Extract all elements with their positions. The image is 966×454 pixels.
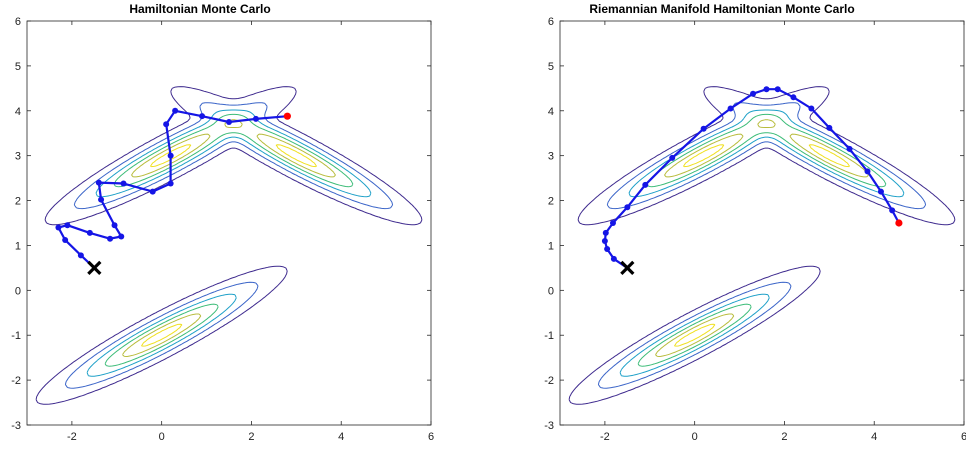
- trajectory-point: [77, 252, 84, 259]
- trajectory-point: [864, 168, 871, 175]
- trajectory-point: [826, 124, 833, 131]
- trajectory-point: [727, 105, 734, 112]
- y-tick-label: 3: [548, 151, 554, 163]
- chart-title-hmc: Hamiltonian Monte Carlo: [129, 2, 270, 16]
- trajectory-line: [603, 88, 900, 269]
- y-tick-label: -3: [11, 420, 21, 432]
- trajectory-end-point: [895, 219, 903, 227]
- trajectory-point: [877, 188, 884, 195]
- trajectory-point: [808, 105, 815, 112]
- panel-hmc: Hamiltonian Monte Carlo -2 0 2 4 6 -3 -2 -1 0 1 2 3…: [11, 2, 434, 443]
- x-tick-label: 6: [961, 431, 966, 443]
- trajectory-point: [107, 235, 114, 242]
- axes-box: [26, 20, 432, 426]
- contour-level-3: [86, 109, 372, 377]
- y-tick-label: -1: [11, 330, 21, 342]
- trajectory-point: [610, 255, 617, 262]
- trajectory-point: [118, 233, 125, 240]
- x-tick-label: 6: [428, 431, 434, 443]
- y-tick-label: 2: [15, 196, 21, 208]
- contour-level-1: [35, 86, 423, 405]
- trajectory-point: [604, 246, 611, 253]
- start-marker: [620, 260, 635, 276]
- trajectory-point: [55, 224, 62, 231]
- trajectory-point: [846, 145, 853, 152]
- trajectory-point: [149, 188, 156, 195]
- y-tick-label: -3: [544, 420, 554, 432]
- contour-level-1: [568, 86, 956, 405]
- contour-group: [568, 86, 956, 405]
- trajectory-point: [62, 237, 69, 244]
- start-marker: [87, 260, 102, 276]
- trajectory-point: [199, 113, 206, 120]
- trajectory-point: [64, 222, 71, 229]
- y-tick-label: -2: [544, 375, 554, 387]
- trajectory-point: [86, 229, 93, 236]
- contour-level-2: [597, 102, 927, 389]
- y-tick-label: 6: [548, 16, 554, 28]
- x-tick-label: 4: [338, 431, 344, 443]
- trajectory-point: [602, 229, 609, 236]
- x-tick-label: 4: [871, 431, 877, 443]
- trajectory-point: [669, 154, 676, 161]
- trajectory-point: [700, 125, 707, 132]
- x-tick-label: -2: [600, 431, 610, 443]
- trajectory-point: [774, 86, 781, 93]
- axes-box: [559, 20, 965, 426]
- chart-title-rmhmc: Riemannian Manifold Hamiltonian Monte Ca…: [589, 2, 854, 16]
- panel-rmhmc: Riemannian Manifold Hamiltonian Monte Ca…: [544, 2, 966, 443]
- contour-group: [35, 86, 423, 405]
- x-tick-label: 2: [248, 431, 254, 443]
- y-tick-label: -2: [11, 375, 21, 387]
- y-tick-label: 1: [548, 240, 554, 252]
- contour-level-5: [122, 119, 336, 357]
- trajectory-point: [120, 180, 127, 187]
- trajectory-point: [889, 207, 896, 214]
- y-tick-label: 2: [548, 196, 554, 208]
- contour-level-6: [674, 144, 850, 347]
- y-tick-label: 5: [15, 61, 21, 73]
- trajectory-point: [609, 220, 616, 226]
- y-tick-label: -1: [544, 330, 554, 342]
- y-tick-label: 3: [15, 151, 21, 163]
- y-tick-label: 6: [15, 16, 21, 28]
- trajectory-point: [763, 86, 770, 93]
- contour-level-4: [104, 113, 354, 367]
- y-tick-label: 5: [548, 61, 554, 73]
- y-tick-label: 0: [548, 285, 554, 297]
- contour-level-3: [619, 109, 905, 377]
- trajectory-point: [167, 180, 174, 187]
- y-tick-label: 1: [15, 240, 21, 252]
- trajectory-point: [95, 179, 102, 186]
- trajectory-point: [252, 115, 259, 122]
- x-tick-label: 0: [692, 431, 698, 443]
- contour-level-6: [141, 144, 317, 347]
- trajectory-point: [790, 94, 797, 101]
- y-tick-label: 0: [15, 285, 21, 297]
- trajectory-end-point: [283, 112, 291, 120]
- contour-level-5: [655, 119, 869, 357]
- y-tick-label: 4: [15, 106, 21, 118]
- trajectory-point: [624, 204, 631, 211]
- trajectory-point: [226, 119, 232, 125]
- trajectory-point: [98, 196, 105, 203]
- trajectory-point: [750, 90, 757, 97]
- contour-level-2: [64, 102, 394, 389]
- x-tick-label: -2: [67, 431, 77, 443]
- trajectory-point: [167, 152, 174, 159]
- y-tick-label: 4: [548, 106, 554, 118]
- trajectory-point: [642, 181, 649, 188]
- trajectory-point: [172, 107, 179, 114]
- contour-level-4: [637, 113, 887, 367]
- trajectory-point: [601, 237, 608, 244]
- x-tick-label: 2: [781, 431, 787, 443]
- x-tick-label: 0: [159, 431, 165, 443]
- trajectory-point: [111, 222, 118, 229]
- trajectory-point: [163, 121, 170, 128]
